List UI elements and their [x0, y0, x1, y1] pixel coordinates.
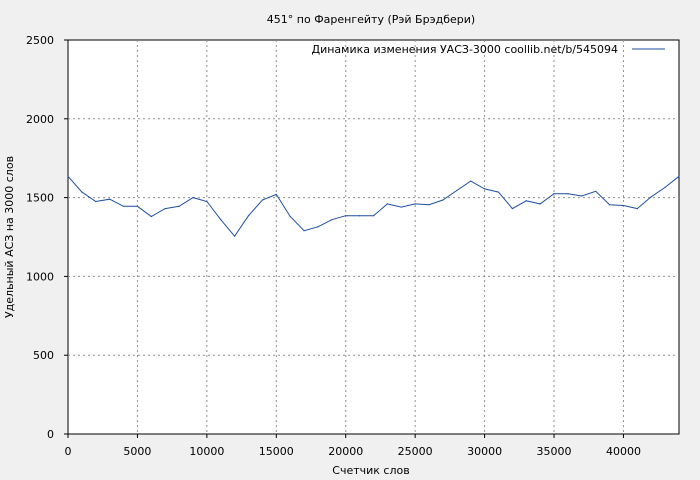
data-point — [289, 215, 291, 218]
data-point — [372, 215, 375, 217]
y-tick-label: 0 — [47, 428, 54, 441]
data-point — [95, 200, 97, 203]
x-tick-label: 5000 — [123, 445, 151, 458]
data-point — [567, 193, 569, 195]
plot-area — [67, 39, 680, 435]
data-point — [386, 203, 388, 205]
y-tick-label: 500 — [33, 349, 54, 362]
data-point — [553, 193, 555, 195]
data-point — [511, 208, 513, 210]
data-point — [428, 204, 430, 206]
x-tick-label: 25000 — [398, 445, 433, 458]
x-tick-label: 20000 — [328, 445, 363, 458]
chart-title: 451° по Фаренгейту (Рэй Брэдбери) — [267, 13, 475, 26]
data-point — [539, 203, 541, 205]
legend-label: Динамика изменения УАСЗ-3000 coollib.net… — [312, 43, 619, 56]
data-point — [317, 226, 319, 228]
data-point — [303, 230, 305, 232]
data-point — [234, 235, 236, 237]
data-point — [622, 204, 625, 207]
series-points — [67, 175, 680, 237]
data-point — [664, 186, 666, 188]
data-point — [359, 215, 361, 217]
data-point — [150, 215, 152, 218]
data-point — [331, 219, 333, 221]
axis-ticks: 0 5000 10000 15000 20000 25000 30000 35000 40000… — [26, 34, 641, 458]
data-point — [81, 191, 83, 193]
data-point — [483, 188, 486, 190]
data-point — [525, 200, 527, 202]
y-tick-label: 1500 — [26, 192, 54, 205]
data-point — [414, 203, 416, 205]
data-point — [650, 196, 652, 198]
data-point — [497, 191, 500, 193]
grid — [68, 40, 679, 434]
data-point — [456, 189, 458, 192]
data-point — [275, 193, 277, 196]
y-tick-label: 1000 — [26, 270, 54, 283]
y-tick-label: 2000 — [26, 113, 54, 126]
x-tick-label: 30000 — [467, 445, 502, 458]
data-point — [192, 197, 194, 199]
data-point — [581, 195, 583, 197]
data-point — [109, 198, 111, 200]
data-point — [595, 190, 597, 192]
x-tick-label: 0 — [65, 445, 72, 458]
data-point — [261, 199, 264, 201]
data-point — [678, 175, 680, 177]
data-point — [164, 208, 166, 210]
data-point — [136, 205, 139, 207]
y-axis-label: Удельный АСЗ на 3000 слов — [3, 156, 16, 318]
data-point — [608, 204, 611, 206]
data-point — [442, 199, 444, 201]
x-axis-label: Счетчик слов — [332, 464, 409, 477]
data-point — [636, 208, 638, 210]
x-tick-label: 10000 — [189, 445, 224, 458]
y-tick-label: 2500 — [26, 34, 54, 47]
data-point — [400, 206, 402, 208]
data-point — [247, 215, 250, 217]
x-tick-label: 35000 — [537, 445, 572, 458]
data-point — [470, 180, 472, 182]
data-point — [67, 175, 69, 177]
x-tick-label: 40000 — [606, 445, 641, 458]
data-point — [178, 205, 180, 207]
x-tick-label: 15000 — [259, 445, 294, 458]
data-point — [345, 215, 347, 217]
data-point — [206, 200, 208, 203]
data-point — [122, 205, 125, 207]
data-point — [220, 219, 222, 221]
